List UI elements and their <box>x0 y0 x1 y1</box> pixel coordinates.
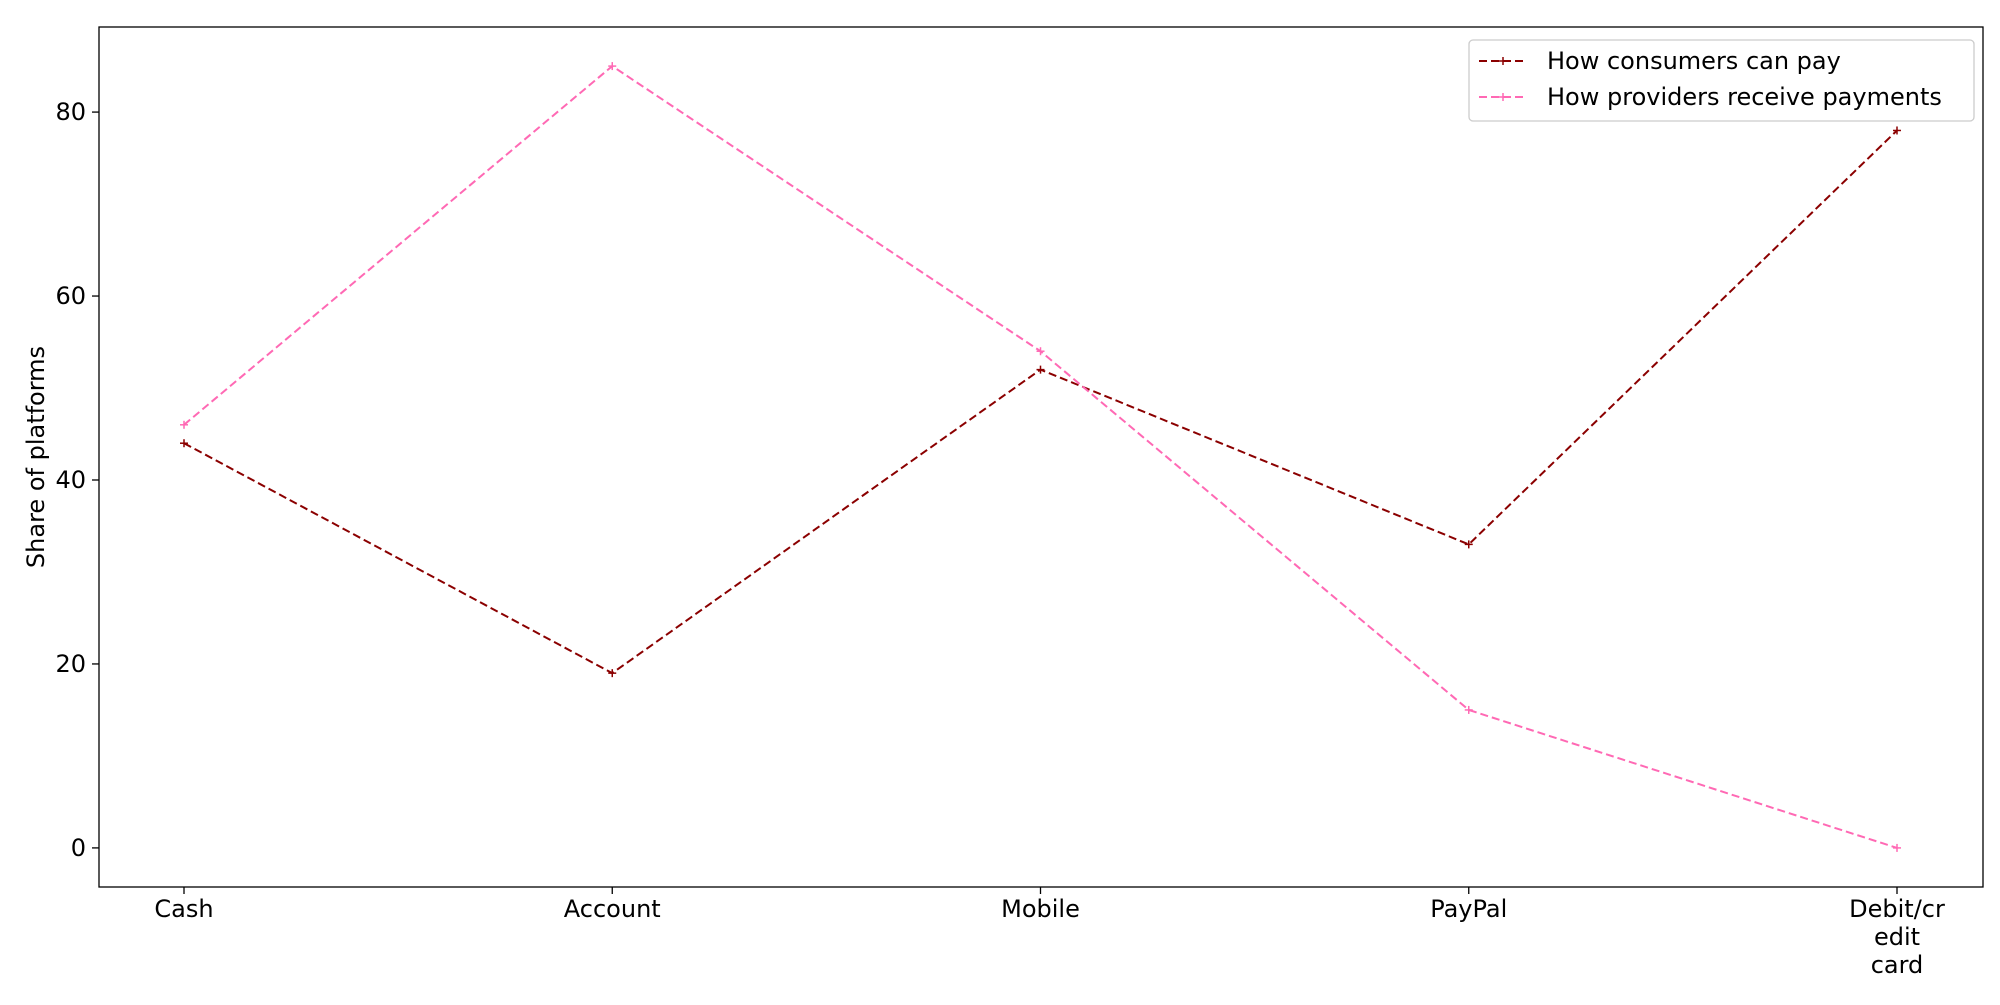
y-tick-label: 0 <box>71 834 86 862</box>
x-tick-label-line: Mobile <box>1001 895 1080 923</box>
legend-box <box>1468 39 1975 122</box>
y-tick-label: 40 <box>55 466 86 494</box>
data-point <box>1464 540 1473 549</box>
data-point <box>1464 705 1473 714</box>
x-tick-label-line: Account <box>564 895 661 923</box>
x-tick-label: Debit/cr edit card <box>1849 895 1945 979</box>
plot-frame <box>98 26 1984 888</box>
axes: 0 20 40 60 80 Cash Account Mobile PayPal Debit/cr… <box>55 98 1945 979</box>
legend-label: How providers receive payments <box>1547 83 1942 111</box>
data-point <box>608 669 617 678</box>
x-tick-label-line: edit <box>1874 923 1920 951</box>
series-0 <box>180 126 1901 678</box>
legend-item: How consumers can pay <box>1479 47 1841 75</box>
x-tick-label: Cash <box>154 895 213 923</box>
x-tick-label-line: PayPal <box>1430 895 1507 923</box>
data-point <box>180 439 188 448</box>
data-point <box>1036 347 1045 356</box>
y-tick-label: 80 <box>55 98 86 126</box>
y-tick-label: 20 <box>55 650 86 678</box>
data-point <box>180 420 188 429</box>
series-1 <box>180 62 1901 852</box>
data-point <box>608 62 617 71</box>
data-point <box>1893 843 1901 852</box>
data-point <box>1893 126 1901 135</box>
x-tick-label-line: Cash <box>154 895 213 923</box>
legend-item: How providers receive payments <box>1479 83 1942 111</box>
x-tick-label: Mobile <box>1001 895 1080 923</box>
legend: How consumers can pay How providers recei… <box>1468 39 1975 122</box>
y-axis-label: Share of platforms <box>22 346 50 568</box>
y-tick-label: 60 <box>55 282 86 310</box>
chart-marks <box>180 62 1901 852</box>
legend-label: How consumers can pay <box>1547 47 1841 75</box>
series-line <box>183 129 1898 675</box>
data-point <box>1036 365 1045 374</box>
x-tick-label: PayPal <box>1430 895 1507 923</box>
x-tick-label: Account <box>564 895 661 923</box>
x-tick-label-line: card <box>1871 951 1924 979</box>
series-line <box>183 64 1898 849</box>
x-tick-label-line: Debit/cr <box>1849 895 1945 923</box>
